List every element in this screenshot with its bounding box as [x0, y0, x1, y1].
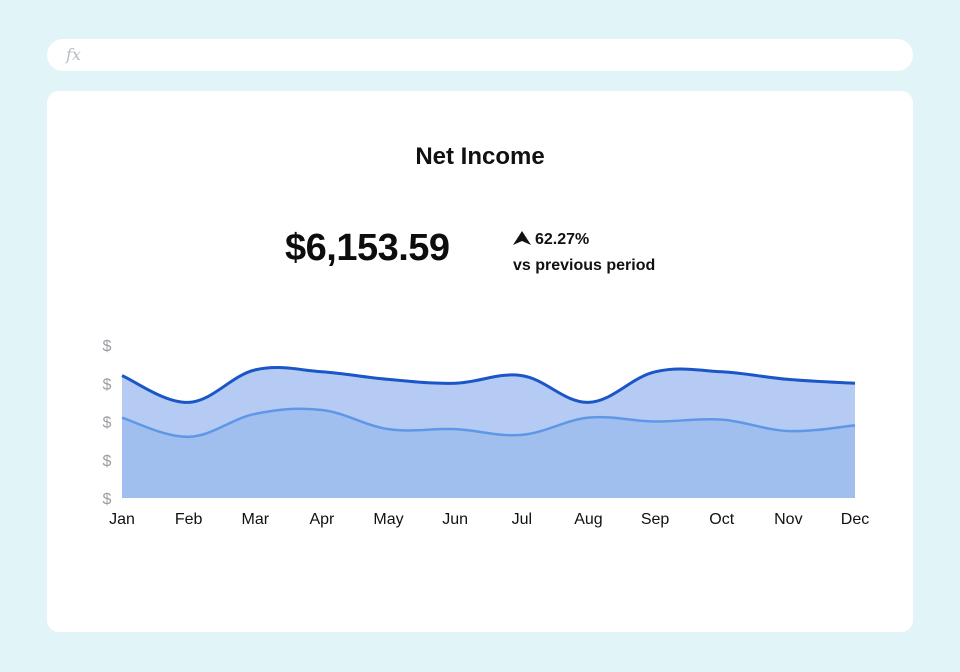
x-tick-label: Nov — [774, 511, 802, 528]
x-tick-label: Oct — [709, 511, 734, 528]
y-tick-label: $ — [103, 338, 112, 355]
series-1-line — [121, 366, 856, 404]
x-tick-label: May — [373, 511, 403, 528]
y-tick-label: $ — [103, 453, 112, 470]
x-tick-label: Jul — [512, 511, 532, 528]
x-tick-label: Apr — [309, 511, 335, 528]
series-2-area — [122, 408, 855, 498]
chart-card: Net Income $6,153.59 62.27% vs previous … — [47, 91, 913, 632]
fx-icon: fx — [66, 45, 81, 64]
x-tick-label: Jan — [109, 511, 135, 528]
kpi-subtitle: vs previous period — [513, 257, 656, 274]
arrow-up-icon — [513, 231, 531, 245]
x-tick-label: Feb — [175, 511, 203, 528]
x-tick-label: Aug — [574, 511, 602, 528]
formula-bar[interactable]: fx — [47, 39, 913, 71]
x-tick-label: Sep — [641, 511, 670, 528]
y-tick-label: $ — [103, 376, 112, 393]
x-tick-label: Mar — [241, 511, 269, 528]
chart-title: Net Income — [415, 143, 545, 170]
y-tick-label: $ — [103, 491, 112, 508]
series-2-line — [121, 407, 856, 439]
x-tick-label: Dec — [841, 511, 869, 528]
area-chart: $ $ $ $ $ Jan Feb Mar Apr May Jun Jul Aug Sep Oct Nov De… — [103, 338, 870, 528]
kpi-value: $6,153.59 — [285, 227, 450, 269]
kpi-change-value: 62.27% — [535, 231, 590, 248]
x-tick-label: Jun — [442, 511, 468, 528]
kpi-change: 62.27% — [513, 231, 589, 249]
y-tick-label: $ — [103, 415, 112, 432]
